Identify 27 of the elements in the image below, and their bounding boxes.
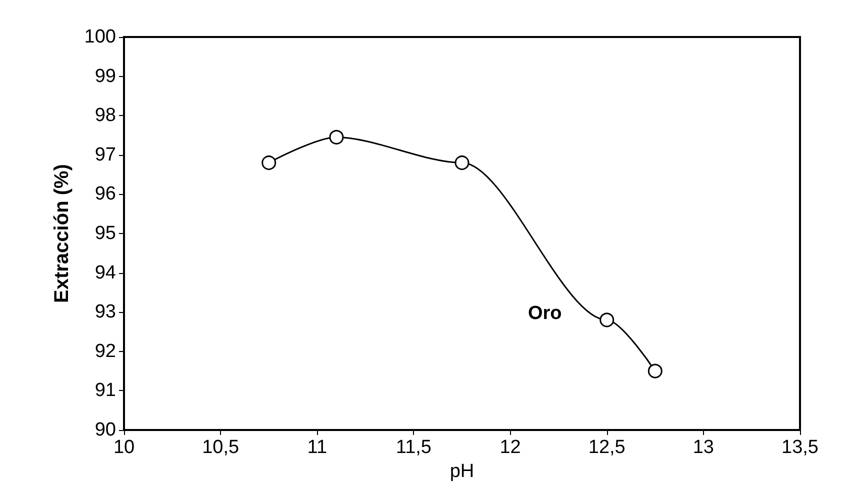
y-tick-label: 92 bbox=[94, 340, 116, 362]
x-tick-label: 13,5 bbox=[782, 437, 818, 458]
y-tick-label: 99 bbox=[94, 66, 116, 87]
y-tick-label: 97 bbox=[94, 144, 116, 166]
x-tick-label: 10,5 bbox=[202, 437, 240, 458]
y-tick-label: 98 bbox=[94, 105, 116, 126]
point bbox=[600, 312, 614, 328]
annotation: Oro bbox=[528, 303, 562, 324]
x-tick-label: 12 bbox=[500, 437, 521, 458]
y-tick-label: 96 bbox=[94, 184, 116, 205]
x-tick-label: 10 bbox=[113, 437, 135, 458]
point bbox=[454, 156, 470, 170]
x-tick-label: 12,5 bbox=[588, 437, 626, 458]
y-tick-label: 94 bbox=[94, 262, 116, 284]
y-tick-label: 91 bbox=[94, 380, 116, 402]
y-tick-label: 90 bbox=[94, 420, 116, 440]
y-tick-label: 100 bbox=[84, 26, 116, 48]
y-tick-label: 93 bbox=[94, 302, 116, 323]
y-axis-title: Extracción (%) bbox=[51, 164, 73, 303]
point bbox=[262, 156, 276, 170]
point bbox=[648, 364, 662, 378]
x-axis-title: pH bbox=[450, 460, 474, 482]
x-tick-label: 11,5 bbox=[396, 437, 432, 458]
x-tick-label: 11 bbox=[307, 437, 328, 458]
x-tick-label: 13 bbox=[692, 437, 714, 458]
point bbox=[329, 130, 344, 144]
y-tick-label: 95 bbox=[94, 223, 116, 244]
